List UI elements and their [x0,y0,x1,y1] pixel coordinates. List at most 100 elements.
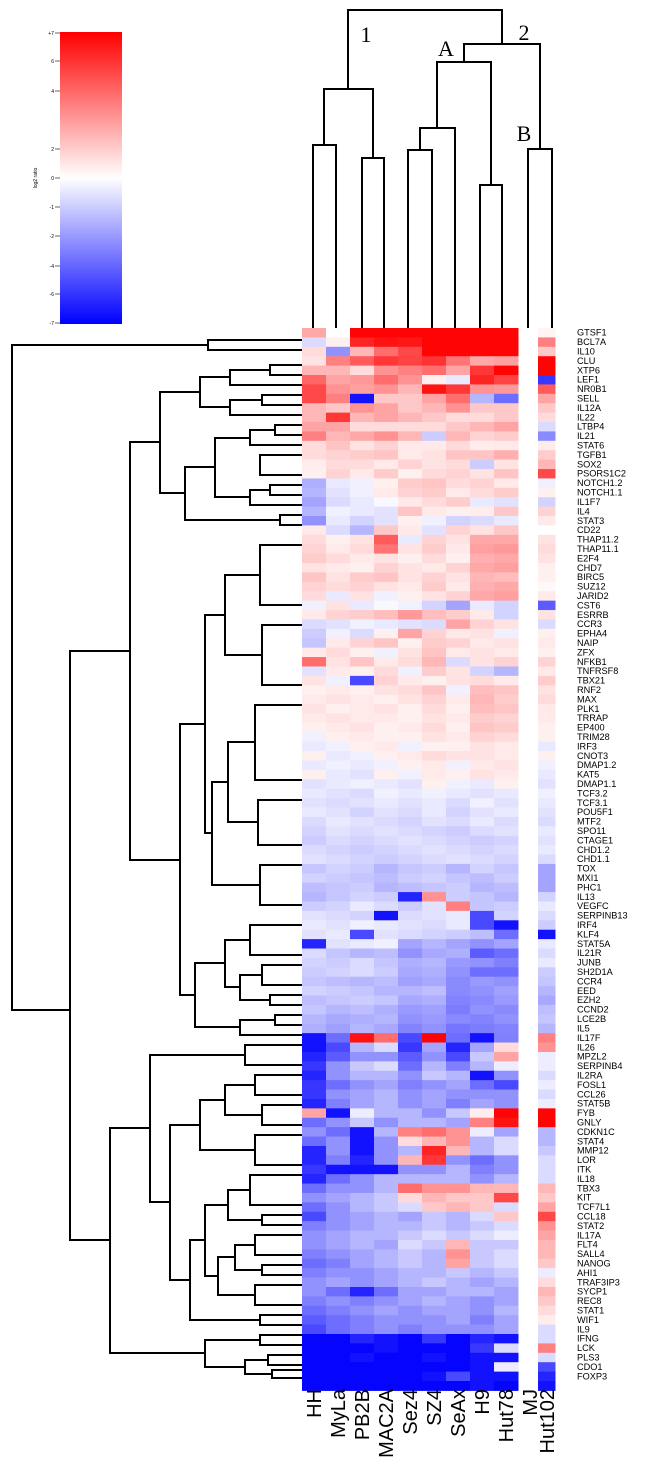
heatmap-cell [350,440,375,451]
heatmap-cell [422,1343,447,1354]
heatmap-cell [538,1080,556,1091]
column-label: MyLa [328,1388,350,1438]
heatmap-cell [374,1164,399,1175]
heatmap-cell [538,741,556,752]
heatmap-cell [326,1033,351,1044]
heatmap-cell [374,1286,399,1297]
heatmap-cell [374,845,399,855]
heatmap-cell [302,403,327,414]
heatmap-cell [494,1023,519,1034]
heatmap-cell [422,638,447,649]
heatmap-cell [470,845,495,855]
heatmap-cell [374,1145,399,1156]
heatmap-cell [538,1343,556,1354]
heatmap-cell [422,469,447,479]
heatmap-cell [326,1202,351,1213]
heatmap-cell [302,939,327,950]
row-label: LEF1 [577,375,599,385]
heatmap-cell [446,704,471,714]
heatmap-cell [374,976,399,987]
heatmap-cell [494,412,519,423]
row-label: SERPINB13 [577,911,628,921]
heatmap-cell [470,910,495,921]
heatmap-cell [398,1108,423,1119]
heatmap-cell [374,751,399,761]
heatmap-cell [374,835,399,846]
heatmap-cell [374,1136,399,1147]
heatmap-cell [374,525,399,536]
heatmap-cell [422,1211,447,1222]
heatmap-cell [422,581,447,592]
heatmap-cell [538,1004,556,1015]
heatmap-cell [350,666,375,677]
heatmap-cell [422,356,447,367]
heatmap-cell [302,1145,327,1156]
heatmap-cell [326,1136,351,1147]
heatmap-cell [538,516,556,526]
row-label: NAIP [577,638,598,648]
color-scale-tick-label: -2 [50,234,55,240]
heatmap-cell [374,1362,399,1373]
heatmap-cell [422,563,447,573]
column-dendrogram [312,9,553,328]
heatmap-cell [374,779,399,790]
heatmap-cell [494,685,519,696]
heatmap-cell [494,1333,519,1344]
heatmap-cell [470,1268,495,1279]
heatmap-cell [538,1362,556,1373]
heatmap-cell [494,375,519,385]
heatmap-cell [494,854,519,865]
heatmap-cell [398,769,423,780]
column-label: PB2B [352,1389,374,1440]
heatmap-cell [422,393,447,404]
heatmap-cell [494,1315,519,1326]
heatmap-cell [494,1070,519,1081]
heatmap-cell [538,1315,556,1326]
heatmap-cell [302,967,327,978]
heatmap-cell [398,346,423,357]
heatmap-cell [374,1192,399,1203]
heatmap-cell [470,346,495,357]
heatmap-cell [538,1211,556,1222]
heatmap-cell [538,976,556,987]
heatmap-cell [350,760,375,771]
heatmap-cell [350,487,375,498]
heatmap-cell [398,1089,423,1100]
heatmap-cell [350,647,375,658]
heatmap-cell [374,1183,399,1194]
heatmap-cell [538,1145,556,1156]
heatmap-cell [446,346,471,357]
heatmap-cell [422,544,447,555]
heatmap-cell [374,685,399,696]
heatmap-cell [302,1061,327,1072]
heatmap-cell [326,544,351,555]
heatmap-cell [494,1051,519,1062]
heatmap-cell [302,497,327,508]
heatmap-cell [302,544,327,555]
row-label: LOR [577,1155,596,1165]
heatmap-cell [374,1381,399,1391]
heatmap-cell [326,666,351,677]
heatmap-cell [326,1258,351,1269]
heatmap-cell [538,544,556,555]
heatmap-cell [446,1089,471,1100]
heatmap-cell [494,892,519,903]
heatmap-cell [350,1211,375,1222]
heatmap-cell [374,1296,399,1307]
heatmap-cell [494,638,519,649]
heatmap-cell [398,1183,423,1194]
heatmap-cell [398,1070,423,1081]
heatmap-cell [470,591,495,602]
heatmap-cell [470,873,495,884]
row-label: GTSF1 [577,328,607,338]
heatmap-cell [538,1136,556,1147]
heatmap-cell [398,572,423,583]
row-label: BIRC5 [577,572,604,582]
heatmap-cell [350,337,375,348]
heatmap-cell [374,365,399,376]
heatmap-cell [350,506,375,517]
row-label: CHD7 [577,563,602,573]
heatmap-cell [302,901,327,912]
heatmap-cell [446,478,471,489]
